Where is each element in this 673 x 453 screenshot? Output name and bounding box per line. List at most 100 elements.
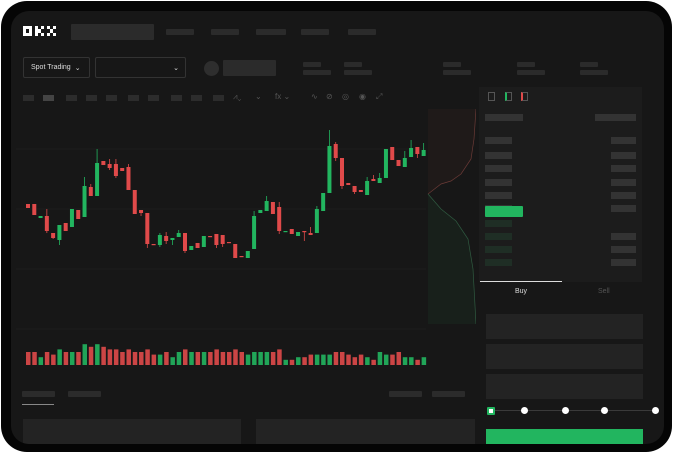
indicator-icon[interactable]: ⌄ [255, 92, 262, 101]
okx-logo[interactable] [23, 26, 57, 36]
candle [120, 168, 125, 171]
depth-chart [427, 109, 476, 324]
candle [264, 201, 269, 211]
volume-bar [333, 352, 339, 365]
candle [220, 235, 225, 244]
ask-price [485, 179, 512, 186]
timeframe-button[interactable] [23, 95, 34, 101]
volume-bar [176, 352, 182, 365]
candle [340, 158, 344, 186]
ob-header-size [595, 114, 636, 121]
slider-stop-100[interactable] [652, 407, 659, 414]
camera-icon[interactable]: ◎ [342, 92, 349, 101]
fx-icon[interactable]: fx ⌄ [275, 92, 291, 101]
book-both-icon[interactable] [488, 92, 495, 101]
orders-panel [23, 419, 241, 444]
slider-stop-75[interactable] [601, 407, 608, 414]
timeframe-button[interactable] [106, 95, 117, 101]
volume-bar [415, 359, 420, 365]
bid-price [485, 220, 512, 227]
timeframe-button[interactable] [66, 95, 77, 101]
spot-trading-dropdown[interactable]: Spot Trading ⌄ [23, 57, 90, 78]
tab-sell[interactable]: Sell [598, 288, 610, 295]
price-input[interactable] [486, 314, 643, 339]
slider-track[interactable] [490, 410, 657, 411]
candle [69, 209, 74, 227]
buy-button[interactable] [486, 429, 643, 444]
candle [402, 158, 407, 167]
slider-stop-50[interactable] [562, 407, 569, 414]
timeframe-button[interactable] [171, 95, 182, 101]
candle [421, 150, 426, 156]
trading-screen: Spot Trading ⌄ ⌄ ⩘⌄ ⌄ fx ⌄ ∿ ⊘ ◎ ◉ ⤢ Buy… [11, 11, 664, 444]
volume-bar [390, 354, 395, 365]
candle [233, 244, 238, 258]
volume-bar [44, 352, 50, 365]
filter-button[interactable] [389, 391, 422, 397]
volume-bar [88, 346, 94, 365]
timeframe-button[interactable] [86, 95, 97, 101]
tab-underline [480, 281, 562, 282]
slider-stop-25[interactable] [521, 407, 528, 414]
volume-bar [277, 349, 282, 365]
nav-item[interactable] [256, 29, 286, 35]
tab-order-history[interactable] [68, 391, 101, 397]
candle [333, 144, 338, 158]
candle [101, 161, 106, 165]
candle [226, 242, 231, 244]
volume-bar [57, 349, 62, 365]
tab-buy[interactable]: Buy [515, 288, 528, 295]
candle [283, 231, 288, 233]
candle-type-icon[interactable]: ⩘⌄ [233, 92, 242, 101]
nav-item[interactable] [301, 29, 329, 35]
timeframe-button[interactable] [128, 95, 139, 101]
candle [157, 235, 162, 245]
candle [415, 147, 420, 154]
candle [258, 210, 263, 213]
candle [38, 216, 43, 218]
fullscreen-icon[interactable]: ⤢ [376, 92, 383, 101]
ask-price [485, 165, 512, 172]
timeframe-button[interactable] [213, 95, 224, 101]
ask-size [611, 205, 636, 212]
search-bar[interactable] [71, 24, 154, 40]
nav-item[interactable] [348, 29, 376, 35]
ask-price [485, 152, 512, 159]
timeframe-button[interactable] [191, 95, 202, 101]
candle [352, 186, 357, 192]
candle [321, 193, 326, 211]
total-input[interactable] [486, 374, 643, 399]
ask-price [485, 192, 512, 199]
candle [95, 163, 100, 196]
line-tool-icon[interactable]: ∿ [311, 92, 318, 101]
timeframe-button[interactable] [43, 95, 54, 101]
volume-bar [289, 359, 295, 365]
volume-bar [245, 354, 251, 365]
candle [113, 164, 118, 176]
amount-input[interactable] [486, 344, 643, 369]
more-button[interactable] [432, 391, 465, 397]
volume-bar [189, 352, 194, 365]
pair-dropdown[interactable]: ⌄ [95, 57, 186, 78]
volume-bar [82, 344, 88, 365]
timeframe-button[interactable] [148, 95, 159, 101]
book-bids-icon[interactable] [505, 92, 512, 101]
volume-bar [352, 357, 358, 365]
ask-price [485, 137, 512, 144]
volume-bar [170, 357, 175, 365]
book-asks-icon[interactable] [521, 92, 528, 101]
pencil-icon[interactable]: ⊘ [326, 92, 333, 101]
volume-bar [365, 357, 370, 365]
candle [277, 207, 282, 231]
candle [252, 216, 257, 249]
volume-bar [270, 352, 276, 365]
volume-bar [132, 352, 138, 365]
settings-icon[interactable]: ◉ [359, 92, 366, 101]
volume-bar [421, 357, 427, 365]
nav-item[interactable] [211, 29, 239, 35]
slider-handle[interactable] [487, 407, 495, 415]
nav-item[interactable] [166, 29, 194, 35]
tab-open-orders[interactable] [22, 391, 55, 397]
volume-bar [239, 352, 245, 365]
candlestick-chart[interactable] [11, 11, 431, 376]
